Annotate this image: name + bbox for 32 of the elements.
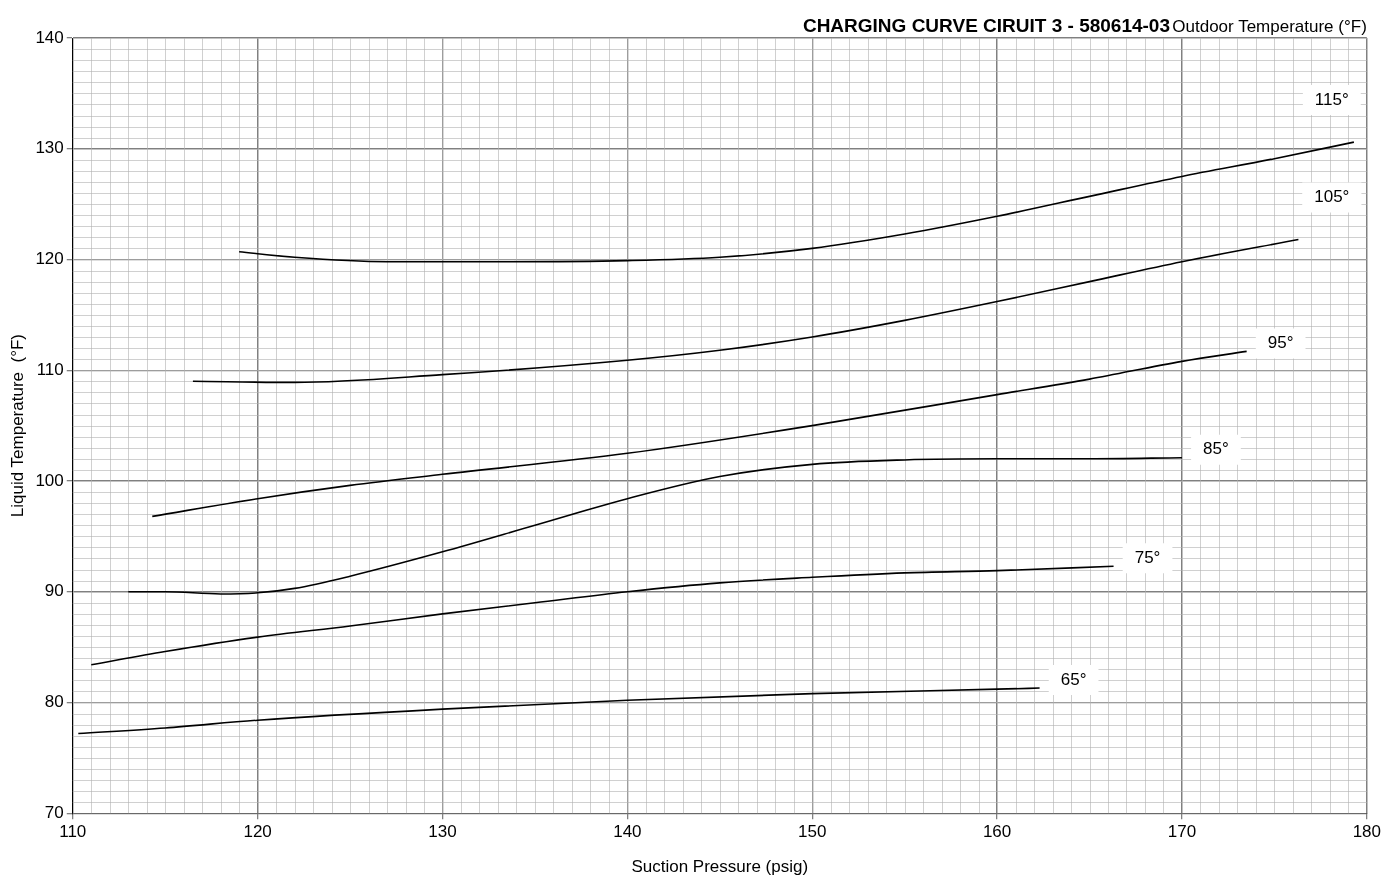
series-label: 85° xyxy=(1203,439,1229,459)
x-tick-label: 170 xyxy=(1167,822,1197,842)
y-tick-label: 140 xyxy=(35,27,64,47)
x-tick-label: 130 xyxy=(428,822,457,842)
x-tick-label: 180 xyxy=(1352,822,1382,842)
line-series xyxy=(192,238,1300,384)
x-tick-label: 120 xyxy=(243,822,272,842)
x-tick-label: 140 xyxy=(613,822,642,842)
line-series xyxy=(90,565,1115,666)
x-tick-label: 110 xyxy=(59,822,87,842)
line-series xyxy=(151,350,1248,518)
x-axis-title: Suction Pressure (psig) xyxy=(631,857,809,877)
line-series xyxy=(77,687,1041,735)
series-label: 115° xyxy=(1314,89,1349,109)
y-tick-label: 100 xyxy=(35,470,64,490)
series-label: 75° xyxy=(1134,547,1161,567)
y-tick-label: 110 xyxy=(36,359,64,379)
x-tick-label: 150 xyxy=(798,822,827,842)
y-tick-label: 130 xyxy=(35,138,64,158)
y-tick-label: 70 xyxy=(44,802,64,822)
legend-title: Outdoor Temperature (°F) xyxy=(1172,17,1367,37)
y-tick-label: 80 xyxy=(44,692,64,712)
y-axis-title: Liquid Temperature (°F) xyxy=(7,334,27,518)
line-series xyxy=(127,456,1183,595)
series-label: 95° xyxy=(1267,333,1294,353)
text: 105° xyxy=(1314,187,1350,207)
x-tick-label: 160 xyxy=(982,822,1012,842)
y-tick-label: 120 xyxy=(35,249,64,269)
line-series xyxy=(238,141,1355,263)
series-label: 65° xyxy=(1060,669,1087,689)
y-tick-label: 90 xyxy=(44,581,64,601)
chart-title: CHARGING CURVE CIRUIT 3 - 580614-03 xyxy=(802,14,1171,36)
